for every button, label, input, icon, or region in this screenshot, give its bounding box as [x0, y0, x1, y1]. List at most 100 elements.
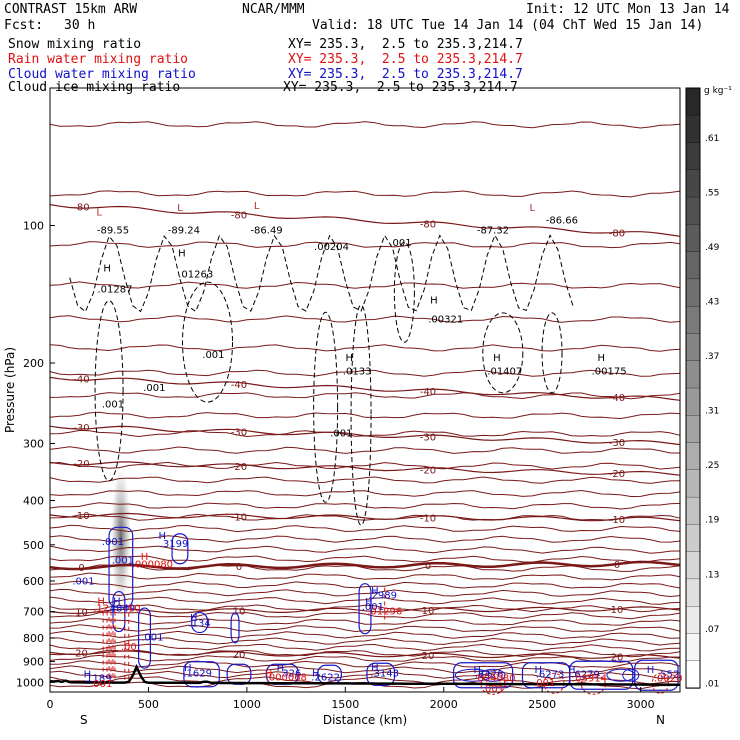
colorbar-label: .55	[705, 188, 719, 198]
isotherm-line	[49, 489, 681, 498]
forecast-label: Fcst:	[4, 18, 44, 33]
cloud-water-core	[480, 668, 506, 682]
value-label: .2989	[368, 590, 397, 601]
x-tick-label: 500	[138, 698, 159, 711]
y-tick-label: 1000	[16, 676, 44, 689]
colorbar-label: .49	[705, 243, 720, 253]
isotherm-label: -80	[609, 228, 625, 239]
value-label: .001	[362, 602, 384, 613]
y-axis-label: Pressure (hPa)	[3, 347, 17, 433]
colorbar-swatch	[685, 196, 701, 226]
isotherm-line	[49, 643, 681, 652]
isotherm-label: -80	[73, 202, 89, 213]
isotherm-label: 10	[611, 605, 624, 616]
isotherm-line	[49, 611, 681, 620]
isotherm-line	[49, 665, 681, 674]
value-label: H	[534, 665, 542, 676]
isotherm-label: 20	[611, 653, 624, 664]
colorbar-label: .19	[705, 516, 720, 526]
value-label: H	[113, 596, 121, 607]
isotherm-line	[49, 411, 681, 420]
colorbar-swatch	[685, 333, 701, 362]
x-axis-label: Distance (km)	[323, 713, 407, 727]
isotherm-label: -30	[609, 438, 625, 449]
isotherm-line	[49, 502, 681, 510]
isotherm-line	[49, 555, 681, 564]
value-label: .3199	[160, 539, 189, 550]
isotherm--10	[49, 512, 681, 522]
ice-contour	[482, 312, 524, 394]
colorbar-swatch	[685, 524, 701, 553]
value-label: H	[141, 552, 149, 563]
value-label: H	[277, 663, 285, 674]
field-name-cloud-water: Cloud water mixing ratio	[8, 67, 196, 82]
colorbar-label: .37	[705, 352, 719, 362]
colorbar-label: .07	[705, 625, 719, 635]
cloud-water-contour	[112, 590, 126, 633]
isotherm-line	[49, 660, 681, 668]
isotherm-line	[49, 580, 681, 589]
isotherm-line	[49, 630, 681, 639]
value-label: H	[493, 353, 501, 364]
value-label: H	[345, 353, 353, 364]
y-tick-label: 900	[23, 655, 44, 668]
value-label: .326	[279, 668, 301, 679]
cloud-water-contour	[183, 661, 220, 688]
isotherm-line	[49, 315, 681, 323]
colorbar-swatch	[685, 360, 701, 389]
value-label: .00321	[428, 314, 463, 325]
north-label: N	[656, 713, 665, 727]
value-label: .03914	[572, 673, 607, 684]
colorbar-swatch	[685, 142, 701, 171]
colorbar-swatch	[685, 606, 701, 635]
colorbar-swatch	[685, 633, 701, 662]
isotherm-label: 10	[422, 606, 435, 617]
colorbar-label: .01	[705, 679, 719, 689]
value-label: H	[365, 597, 373, 608]
isotherm-line	[49, 369, 681, 377]
isotherm-line	[49, 461, 681, 470]
field-xy-cloud-water: XY= 235.3, 2.5 to 235.3,214.7	[288, 67, 523, 82]
ice-contour	[350, 304, 372, 526]
value-label: .552	[657, 669, 679, 680]
colorbar-swatch	[685, 415, 701, 444]
model-title: CONTRAST 15km ARW	[4, 2, 138, 17]
colorbar-swatch	[685, 251, 701, 280]
cloud-water-contour	[230, 612, 240, 644]
value-label: .3143	[370, 668, 399, 679]
value-label: -86.49	[250, 225, 282, 236]
field-name-snow: Snow mixing ratio	[8, 37, 142, 52]
value-label: .6426	[475, 669, 504, 680]
value-label: H	[568, 665, 576, 676]
ice-contour-upper	[69, 234, 575, 313]
cloud-water-contour	[452, 662, 514, 689]
isotherm-line	[49, 588, 681, 598]
isotherm-label: 10	[75, 607, 88, 618]
value-label: -86.66	[546, 216, 578, 227]
isotherm-label: 0	[78, 563, 84, 574]
isotherm-label: -10	[609, 515, 625, 526]
isotherm-label: -20	[73, 459, 89, 470]
isotherm-line	[49, 446, 680, 454]
value-label: .01296	[367, 606, 402, 617]
value-label: .001	[72, 576, 94, 587]
x-tick-label: 1500	[331, 698, 359, 711]
y-tick-label: 700	[23, 606, 44, 619]
rain-contours	[102, 587, 669, 695]
value-label: H	[103, 263, 111, 274]
isotherm-line	[49, 535, 681, 543]
y-tick-label: 100	[23, 220, 44, 233]
value-label: .1629	[183, 668, 212, 679]
cloud-water-contour	[108, 526, 134, 608]
isotherm-line	[49, 121, 681, 129]
value-label: .001	[202, 350, 224, 361]
value-label: H	[190, 613, 198, 624]
isotherm-line	[49, 596, 681, 605]
colorbar-label: .13	[705, 570, 719, 580]
isotherm-line	[49, 524, 681, 533]
y-tick-label: 300	[23, 437, 44, 450]
isotherm-label: 10	[233, 607, 246, 618]
forecast-value: 30 h	[64, 18, 96, 33]
value-label: .001	[102, 537, 124, 548]
terrain	[49, 663, 680, 686]
